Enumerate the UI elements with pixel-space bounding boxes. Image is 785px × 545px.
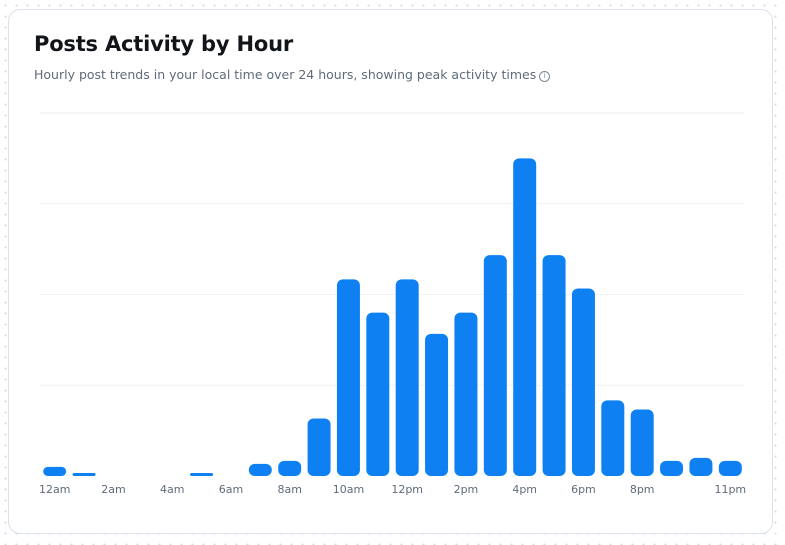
- bar-10am[interactable]: [336, 279, 360, 476]
- bar-6pm[interactable]: [571, 288, 595, 476]
- x-tick-label: 8pm: [630, 483, 655, 496]
- bar-7pm[interactable]: [601, 400, 625, 476]
- x-tick-label: 8am: [277, 483, 301, 496]
- x-axis-ticks: 12am 2am 4am 6am 8am 10am 12pm 2pm 4pm 6pm 8pm 11pm: [39, 483, 746, 496]
- bar-9am[interactable]: [307, 418, 331, 476]
- card-subtitle: Hourly post trends in your local time ov…: [34, 67, 551, 82]
- x-tick-label: 4am: [160, 483, 184, 496]
- bar-1pm[interactable]: [425, 333, 449, 476]
- bar-1am[interactable]: [72, 472, 96, 476]
- bar-3pm[interactable]: [483, 255, 507, 476]
- bar-10pm[interactable]: [689, 457, 713, 476]
- x-tick-label: 4pm: [512, 483, 537, 496]
- x-tick-label: 12am: [39, 483, 70, 496]
- chart-area: 12am 2am 4am 6am 8am 10am 12pm 2pm 4pm 6pm 8pm 11pm: [9, 10, 774, 539]
- bar-chart: 12am 2am 4am 6am 8am 10am 12pm 2pm 4pm 6pm 8pm 11pm: [39, 112, 746, 496]
- bars: [43, 158, 742, 476]
- x-tick-label: 10am: [333, 483, 364, 496]
- bar-5pm[interactable]: [542, 255, 566, 476]
- bar-12pm[interactable]: [395, 279, 419, 476]
- x-tick-label: 2am: [101, 483, 125, 496]
- activity-card: Posts Activity by Hour Hourly post trend…: [8, 9, 773, 534]
- bar-4pm[interactable]: [513, 158, 537, 476]
- card-title: Posts Activity by Hour: [34, 32, 293, 56]
- x-tick-label: 6pm: [571, 483, 596, 496]
- gridlines: [40, 112, 745, 386]
- subtitle-text: Hourly post trends in your local time ov…: [34, 67, 537, 82]
- x-tick-label: 6am: [219, 483, 243, 496]
- bar-2pm[interactable]: [454, 312, 478, 476]
- bar-12am[interactable]: [43, 466, 67, 476]
- bar-5am[interactable]: [190, 472, 214, 476]
- bar-11am[interactable]: [366, 312, 390, 476]
- bar-7am[interactable]: [248, 463, 272, 476]
- bar-8am[interactable]: [278, 460, 302, 476]
- bar-11pm[interactable]: [718, 460, 742, 476]
- x-tick-label: 12pm: [391, 483, 423, 496]
- bar-9pm[interactable]: [660, 460, 684, 476]
- info-icon[interactable]: i: [539, 71, 551, 82]
- bar-8pm[interactable]: [630, 409, 654, 476]
- x-tick-label: 11pm: [714, 483, 746, 496]
- x-tick-label: 2pm: [454, 483, 479, 496]
